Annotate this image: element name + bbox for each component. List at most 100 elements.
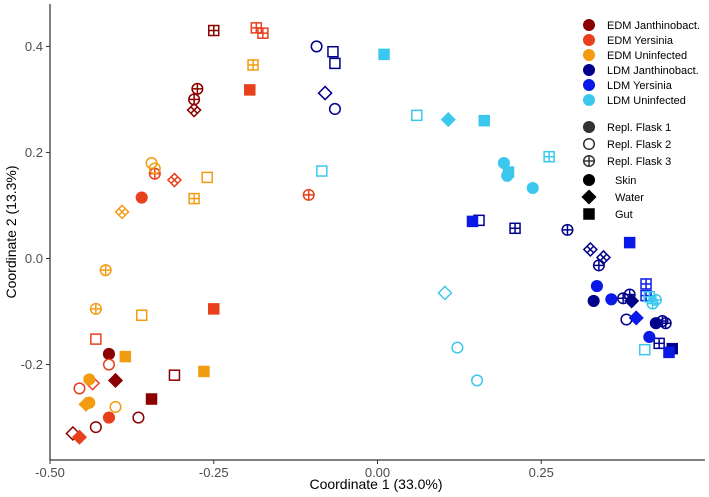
marker-circle	[582, 120, 596, 134]
data-point	[89, 302, 102, 315]
data-point	[437, 285, 453, 301]
data-point	[466, 215, 479, 228]
legend-flask-key	[582, 120, 596, 134]
marker-diamond	[65, 425, 81, 442]
marker-diamond	[186, 102, 202, 118]
data-point	[653, 337, 665, 350]
data-point	[244, 84, 256, 96]
marker-circle	[135, 191, 148, 204]
legend-flask-key	[582, 154, 596, 168]
data-point	[509, 222, 521, 235]
data-point	[102, 358, 115, 371]
data-point	[89, 421, 102, 434]
marker-square	[378, 48, 390, 61]
marker-square	[329, 57, 341, 70]
data-point	[646, 297, 659, 310]
data-point	[135, 309, 148, 321]
data-point	[590, 280, 603, 293]
legend-tissue-label: Water	[615, 192, 644, 204]
marker-circle	[582, 173, 596, 187]
data-point	[501, 169, 514, 182]
data-point	[411, 109, 423, 122]
data-point	[329, 57, 341, 70]
data-point	[640, 278, 652, 290]
marker-square	[208, 303, 220, 315]
data-point	[543, 150, 555, 163]
data-point	[145, 393, 158, 405]
data-point	[102, 347, 115, 361]
legend-tissue-key	[582, 173, 596, 187]
marker-square	[638, 343, 651, 356]
marker-diamond	[437, 285, 453, 301]
marker-circle	[643, 330, 656, 344]
legend-group-label: EDM Uninfected	[607, 50, 687, 62]
data-point	[257, 27, 269, 39]
data-point	[90, 333, 102, 345]
axes: -0.50 -0.25 0.00 0.25 -0.2 0.0 0.2 0.4	[21, 4, 705, 480]
marker-square	[198, 365, 210, 378]
marker-circle	[501, 169, 514, 182]
marker-square	[145, 393, 158, 405]
marker-cross-b	[118, 208, 126, 216]
legend-group-key	[583, 64, 595, 76]
data-point	[65, 425, 81, 442]
data-point	[208, 303, 220, 315]
y-axis-title: Coordinate 2 (13.3%)	[3, 165, 19, 298]
data-point	[302, 188, 315, 201]
data-point	[659, 317, 672, 330]
data-point	[168, 369, 181, 381]
marker-square	[623, 236, 636, 249]
marker-circle	[109, 400, 122, 414]
marker-circle	[89, 421, 102, 434]
data-point	[617, 292, 630, 305]
legend-tissue-label: Skin	[615, 175, 636, 187]
legend-flask-label: Repl. Flask 2	[607, 139, 671, 151]
marker-circle	[328, 102, 341, 116]
data-point	[119, 350, 132, 363]
marker-diamond	[114, 204, 130, 220]
data-point	[628, 310, 644, 326]
data-point	[135, 191, 148, 204]
y-tick-label: 0.0	[25, 251, 43, 266]
marker-diamond	[440, 112, 456, 128]
legend-group-key	[583, 79, 595, 91]
data-point	[605, 293, 618, 306]
marker-circle	[102, 358, 115, 371]
legend-tissue-label: Gut	[615, 209, 633, 221]
x-tick-label: -0.25	[199, 465, 229, 480]
data-point	[638, 343, 651, 356]
marker-circle	[471, 374, 484, 387]
data-point	[188, 192, 200, 205]
data-point	[561, 223, 574, 236]
marker-square	[90, 333, 102, 345]
data-point	[587, 294, 600, 307]
legend-group-label: LDM Janthinobact.	[607, 65, 699, 77]
data-point	[166, 172, 183, 188]
data-point	[624, 293, 640, 309]
data-point	[582, 241, 598, 258]
marker-diamond	[317, 85, 333, 101]
data-point	[378, 48, 390, 61]
data-point	[316, 165, 328, 177]
data-point	[191, 82, 204, 95]
marker-circle	[310, 40, 323, 53]
marker-diamond	[71, 429, 88, 445]
marker-square	[168, 369, 181, 381]
marker-circle	[132, 411, 145, 424]
marker-square	[478, 114, 491, 127]
plot-area	[65, 22, 678, 445]
marker-diamond	[166, 172, 183, 188]
legend-group-label: LDM Yersinia	[607, 80, 673, 92]
y-tick-label: 0.2	[25, 145, 43, 160]
marker-square	[135, 309, 148, 321]
data-point	[328, 102, 341, 116]
legend-group-key	[583, 49, 595, 61]
data-point	[186, 102, 202, 118]
data-point	[526, 181, 539, 195]
data-point	[310, 40, 323, 53]
marker-circle	[587, 294, 600, 307]
data-point	[649, 317, 662, 330]
data-point	[623, 236, 636, 249]
data-point	[73, 382, 86, 395]
